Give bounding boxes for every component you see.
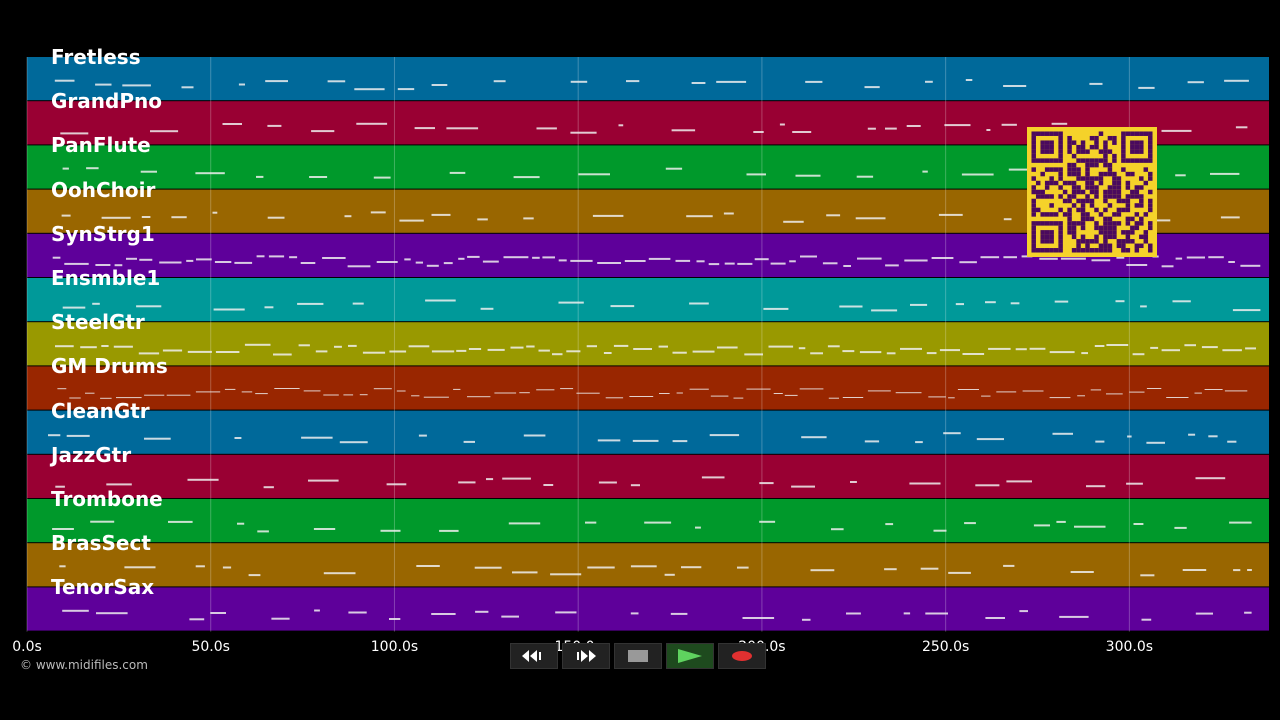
track-label: JazzGtr	[51, 442, 132, 467]
track-label: TenorSax	[51, 575, 155, 600]
axis-tick-label: 100.0s	[370, 639, 419, 655]
track-label: GM Drums	[51, 354, 168, 379]
track-label: SynStrg1	[51, 221, 155, 246]
stop-icon	[628, 650, 648, 662]
track-label: PanFlute	[51, 133, 151, 158]
track-lane[interactable]	[27, 278, 1269, 322]
track-label: Trombone	[51, 487, 163, 511]
record-icon	[732, 651, 752, 661]
track-notes	[52, 520, 1252, 533]
track-notes	[62, 609, 1252, 621]
track-lane[interactable]	[27, 366, 1269, 410]
track-notes	[48, 432, 1237, 444]
play-icon	[678, 649, 702, 663]
axis-tick-label: 250.0s	[921, 639, 970, 655]
record-button[interactable]	[718, 643, 766, 669]
track-label: CleanGtr	[51, 398, 150, 423]
track-notes	[62, 299, 1261, 312]
track-lane[interactable]	[27, 543, 1269, 587]
copyright-text: © www.midifiles.com	[20, 658, 148, 672]
stop-button[interactable]	[614, 643, 662, 669]
track-notes	[55, 343, 1256, 356]
track-lane[interactable]	[27, 322, 1269, 366]
track-notes	[57, 388, 1248, 399]
track-label: OohChoir	[51, 177, 156, 202]
track-label: GrandPno	[51, 89, 162, 114]
track-label: Ensmble1	[51, 266, 161, 290]
track-label: BrasSect	[51, 531, 151, 556]
track-notes	[54, 79, 1249, 91]
track-notes	[59, 564, 1252, 577]
axis-tick-label: 0.0s	[12, 639, 42, 655]
track-notes	[60, 122, 1248, 135]
track-label: SteelGtr	[51, 310, 145, 335]
track-notes	[52, 255, 1261, 268]
track-lane[interactable]	[27, 499, 1269, 543]
rewind-button[interactable]	[510, 643, 558, 669]
track-lane[interactable]	[27, 587, 1269, 631]
rewind-icon	[522, 650, 541, 662]
axis-tick-label: 50.0s	[191, 639, 230, 655]
fast-forward-button[interactable]	[562, 643, 610, 669]
axis-tick-label: 300.0s	[1105, 639, 1154, 655]
play-button[interactable]	[666, 643, 714, 669]
transport-controls	[510, 643, 766, 669]
track-lane[interactable]	[27, 454, 1269, 498]
track-notes	[55, 476, 1226, 489]
fast-forward-icon	[577, 650, 596, 662]
track-label: Fretless	[51, 45, 141, 69]
qr-code-image	[1027, 127, 1157, 257]
track-lane[interactable]	[27, 57, 1269, 101]
track-lane[interactable]	[27, 410, 1269, 454]
